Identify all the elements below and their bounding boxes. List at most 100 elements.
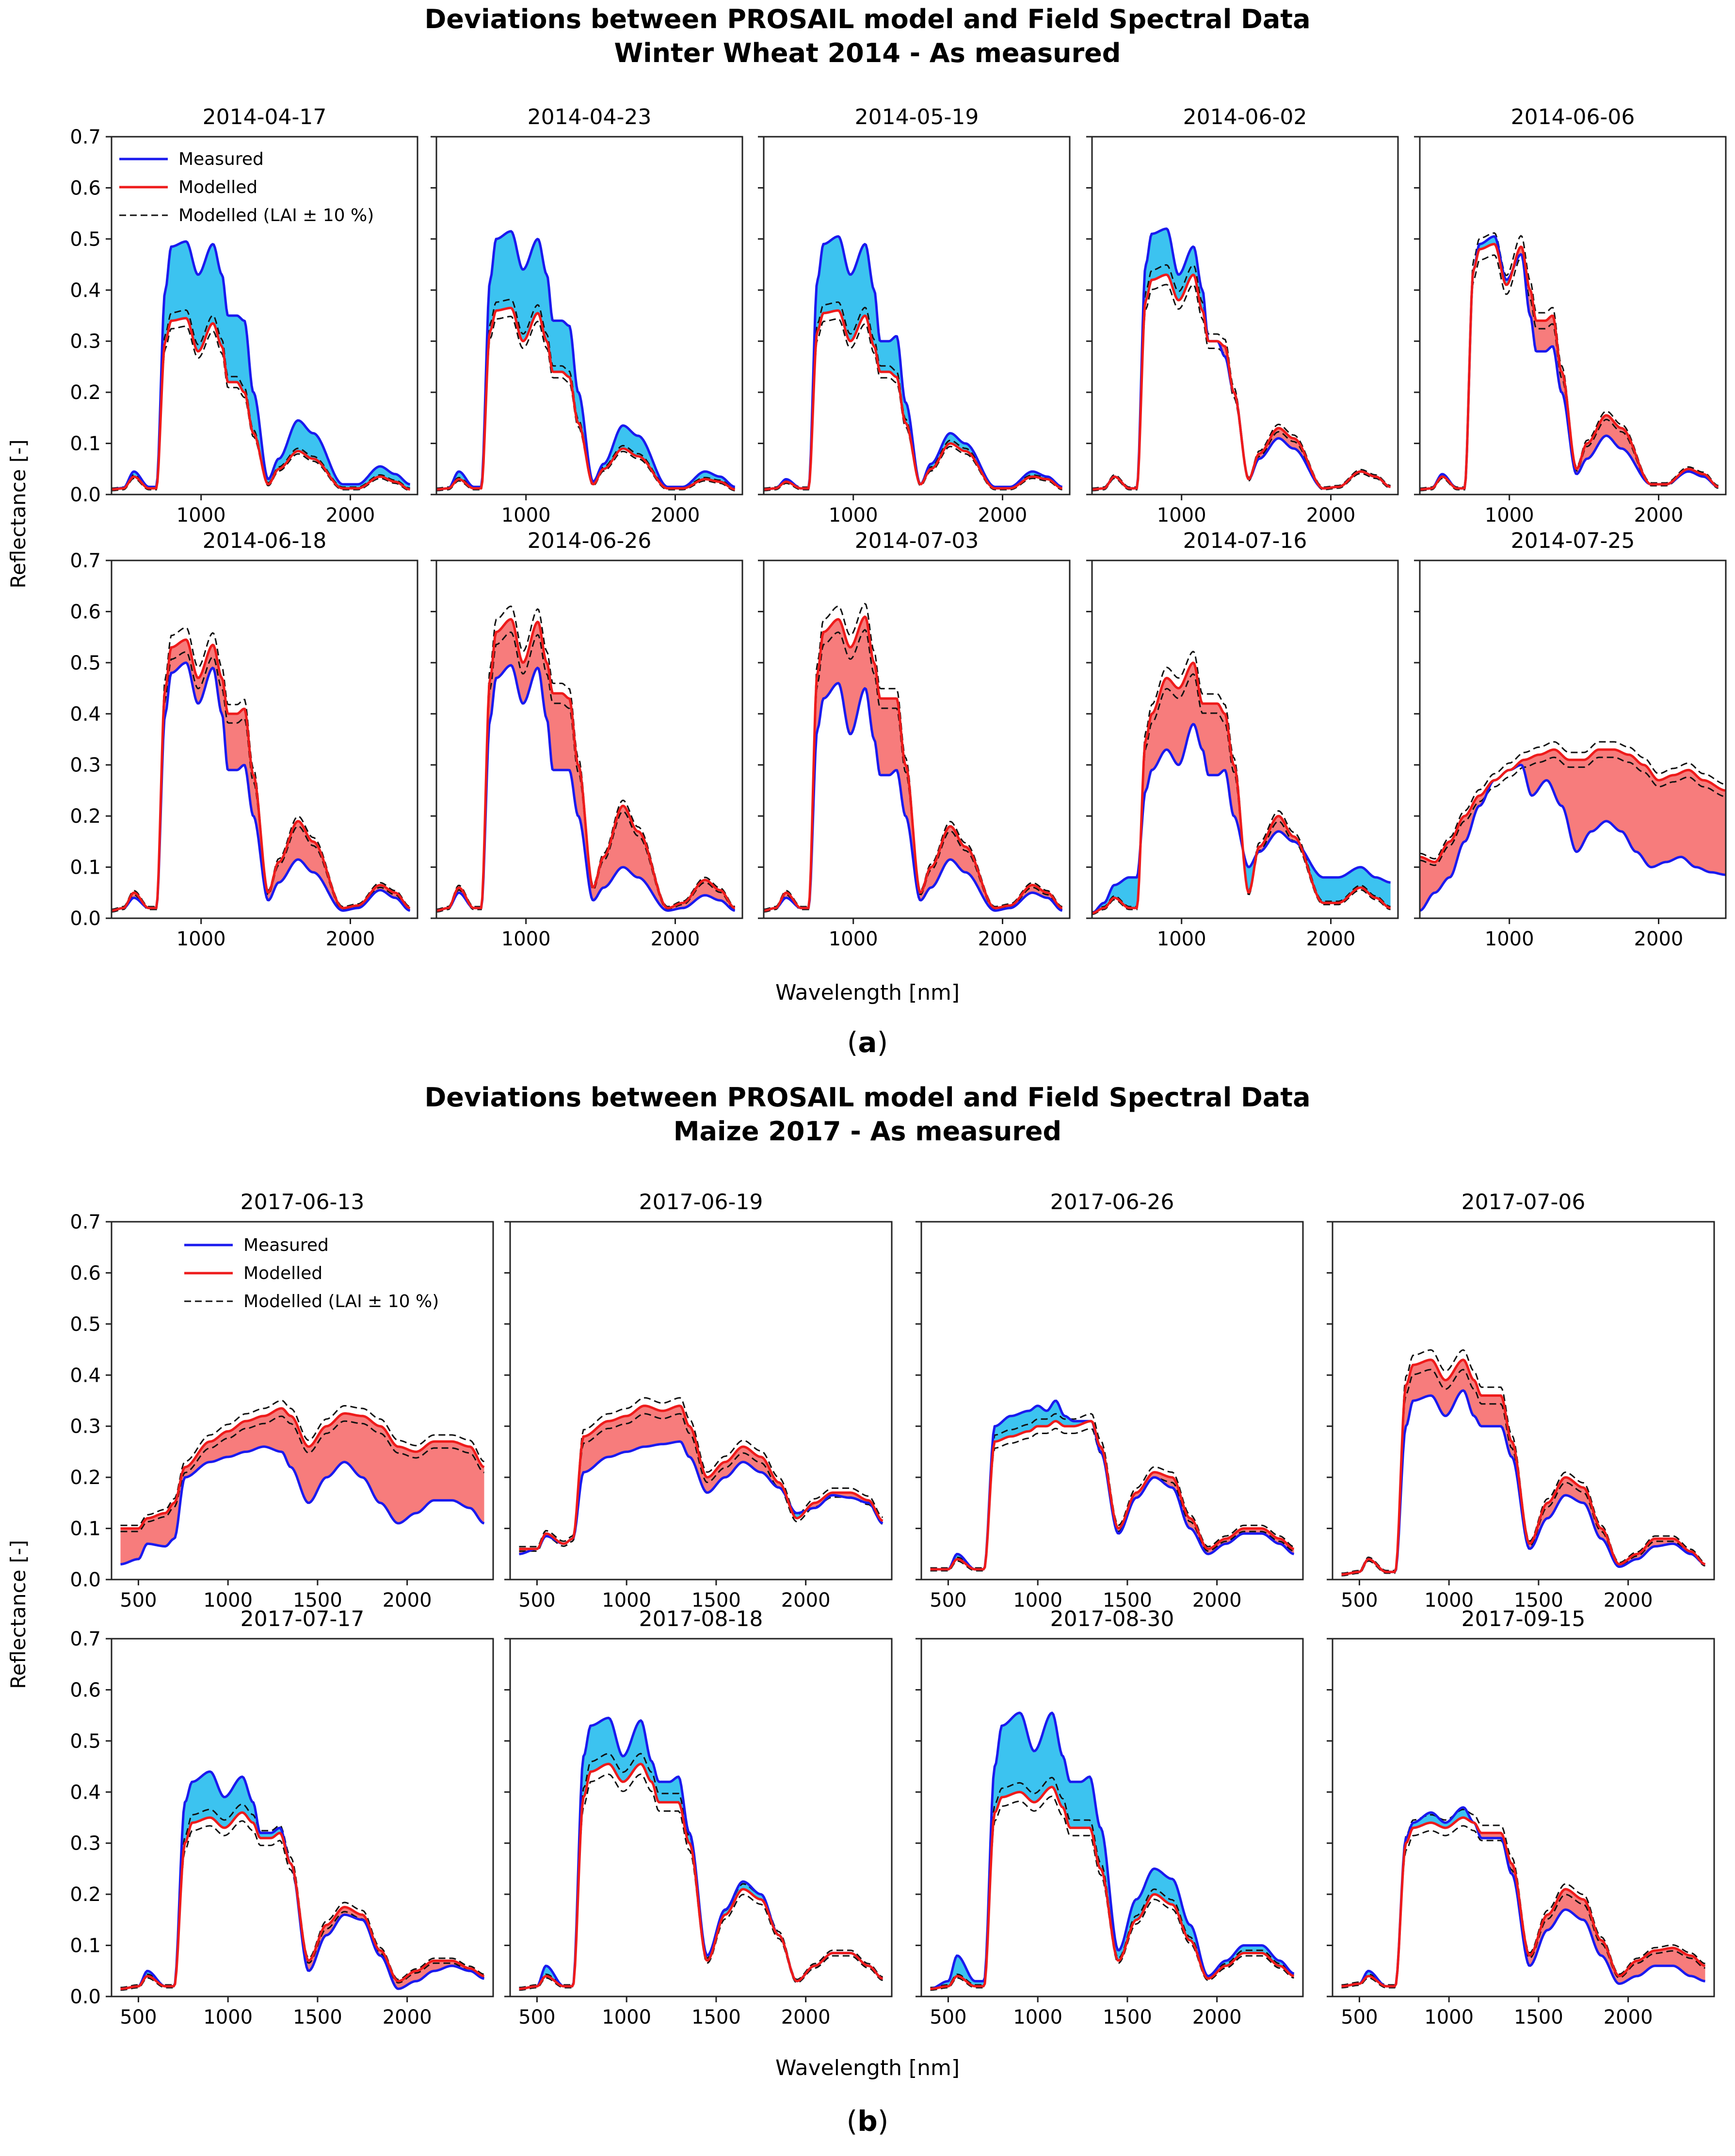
deviation-fill-measured-higher bbox=[436, 231, 735, 490]
y-tick-label: 0.5 bbox=[70, 652, 101, 674]
modelled-line bbox=[930, 1786, 1294, 1990]
axes-frame bbox=[435, 136, 743, 495]
x-tick-label: 1000 bbox=[1157, 928, 1206, 950]
panel-b-xlabel: Wavelength [nm] bbox=[775, 2056, 960, 2080]
modelled-line bbox=[436, 618, 736, 912]
y-tick-label: 0.5 bbox=[70, 1730, 101, 1753]
y-tick-label: 0.3 bbox=[70, 1416, 101, 1438]
lai-lower-line bbox=[519, 1413, 884, 1552]
axes-frame bbox=[111, 1221, 494, 1581]
measured-line bbox=[763, 235, 1063, 491]
lai-upper-line bbox=[1092, 264, 1391, 489]
axes-frame bbox=[435, 559, 743, 919]
subplot-title: 2014-04-23 bbox=[528, 105, 652, 129]
x-tick-label: 1000 bbox=[177, 504, 226, 527]
y-tick-label: 0.0 bbox=[70, 908, 101, 930]
subplot-b-7: 2017-08-30 500 1000 1500 2000 bbox=[916, 1607, 1304, 2028]
modelled-line bbox=[1341, 1358, 1706, 1576]
x-tick-label: 2000 bbox=[383, 1589, 432, 1612]
y-tick-label: 0.4 bbox=[70, 1781, 101, 1804]
subplot-title: 2014-06-26 bbox=[528, 528, 652, 553]
x-tick-label: 500 bbox=[930, 2006, 966, 2028]
lai-lower-line bbox=[1419, 254, 1719, 492]
lai-lower-line bbox=[1092, 284, 1391, 492]
y-tick-label: 0.0 bbox=[70, 1986, 101, 2008]
x-tick-label: 1500 bbox=[293, 1589, 342, 1612]
panel-b-ylabel: Reflectance [-] bbox=[6, 1540, 30, 1689]
x-tick-label: 1500 bbox=[691, 1589, 741, 1612]
subplot-title: 2014-07-25 bbox=[1511, 528, 1635, 553]
subplot-title: 2014-07-16 bbox=[1183, 528, 1307, 553]
subplot-b-5: 2017-07-17 500 1000 1500 2000 0.0 0.1 0.2 0.3 0.4… bbox=[70, 1607, 494, 2028]
x-tick-label: 1000 bbox=[1485, 928, 1534, 950]
lai-lower-line bbox=[930, 1427, 1294, 1572]
deviation-fill-modelled-higher bbox=[1395, 1359, 1705, 1572]
modelled-line bbox=[120, 1407, 485, 1530]
deviation-fill-measured-higher bbox=[112, 241, 410, 490]
x-tick-label: 2000 bbox=[1634, 504, 1684, 527]
legend-modelled-label: Modelled bbox=[243, 1263, 322, 1283]
subplot-title: 2017-06-19 bbox=[639, 1190, 763, 1214]
axes-frame bbox=[763, 559, 1071, 919]
x-tick-label: 1500 bbox=[1514, 1589, 1563, 1612]
x-tick-label: 1000 bbox=[177, 928, 226, 950]
modelled-line bbox=[1419, 748, 1726, 863]
y-tick-label: 0.7 bbox=[70, 1211, 101, 1233]
y-tick-label: 0.5 bbox=[70, 228, 101, 251]
x-tick-label: 1000 bbox=[829, 928, 878, 950]
x-tick-label: 2000 bbox=[1306, 504, 1356, 527]
x-tick-label: 2000 bbox=[383, 2006, 432, 2028]
y-tick-label: 0.6 bbox=[70, 1262, 101, 1284]
axes-frame bbox=[1419, 136, 1727, 495]
subplots: 2014-04-17 1000 2000 0.0 0.1 0.2 0.3 0.4 0.5 0.6 0… bbox=[70, 105, 1727, 2028]
legend-modelled-label: Modelled bbox=[178, 177, 257, 197]
subplot-title: 2017-08-18 bbox=[639, 1607, 763, 1631]
legend-modelled-lai-label: Modelled (LAI ± 10 %) bbox=[243, 1292, 439, 1311]
deviation-fill-measured-higher bbox=[1092, 845, 1141, 913]
subplot-a-6: 2014-06-18 1000 2000 0.0 0.1 0.2 0.3 0.4 0.5 0.6 0… bbox=[70, 528, 418, 950]
lai-lower-line bbox=[519, 1773, 883, 1991]
axes-frame bbox=[509, 1638, 893, 1997]
subplot-title: 2017-06-26 bbox=[1050, 1190, 1174, 1214]
modelled-line bbox=[1419, 242, 1719, 491]
subplot-b-4: 2017-07-06 500 1000 1500 2000 bbox=[1327, 1190, 1715, 1612]
y-tick-label: 0.7 bbox=[70, 1628, 101, 1650]
axes-frame bbox=[1419, 559, 1727, 919]
x-tick-label: 500 bbox=[518, 1589, 555, 1612]
deviation-fill-modelled-higher bbox=[481, 619, 735, 911]
subplot-title: 2017-07-17 bbox=[241, 1607, 365, 1631]
x-tick-label: 2000 bbox=[781, 2006, 831, 2028]
deviation-fill-modelled-higher bbox=[572, 1405, 788, 1539]
subplot-title: 2014-04-17 bbox=[203, 105, 327, 129]
panel-a-caption: (a) bbox=[847, 1026, 888, 1059]
subplot-title: 2014-06-02 bbox=[1183, 105, 1307, 129]
deviation-fill-modelled-higher bbox=[1474, 1822, 1705, 1984]
x-tick-label: 2000 bbox=[1604, 1589, 1653, 1612]
legend-modelled-lai-label: Modelled (LAI ± 10 %) bbox=[178, 206, 374, 225]
y-tick-label: 0.2 bbox=[70, 1467, 101, 1489]
measured-line bbox=[930, 1711, 1295, 1990]
modelled-line bbox=[111, 638, 411, 912]
x-tick-label: 1500 bbox=[293, 2006, 342, 2028]
axes-frame bbox=[920, 1638, 1304, 1997]
subplot-title: 2017-07-06 bbox=[1462, 1190, 1586, 1214]
axes-frame bbox=[111, 559, 418, 919]
modelled-line bbox=[436, 306, 735, 491]
x-tick-label: 1000 bbox=[1424, 2006, 1474, 2028]
subplot-title: 2014-06-18 bbox=[203, 528, 327, 553]
y-tick-label: 0.4 bbox=[70, 279, 101, 302]
subplot-a-5: 2014-06-06 1000 2000 bbox=[1414, 105, 1727, 527]
legend-measured-label: Measured bbox=[243, 1235, 329, 1255]
x-tick-label: 2000 bbox=[978, 928, 1028, 950]
measured-line bbox=[1341, 1389, 1706, 1576]
y-tick-label: 0.2 bbox=[70, 1884, 101, 1906]
y-tick-label: 0.1 bbox=[70, 857, 101, 879]
subplot-title: 2014-06-06 bbox=[1511, 105, 1635, 129]
subplot-a-3: 2014-05-19 1000 2000 bbox=[758, 105, 1071, 527]
measured-line bbox=[120, 1770, 484, 1990]
lai-upper-line bbox=[120, 1803, 484, 1988]
x-tick-label: 2000 bbox=[1604, 2006, 1653, 2028]
x-tick-label: 500 bbox=[1341, 2006, 1378, 2028]
subplot-title: 2017-09-15 bbox=[1462, 1607, 1586, 1631]
measured-line bbox=[763, 682, 1063, 912]
